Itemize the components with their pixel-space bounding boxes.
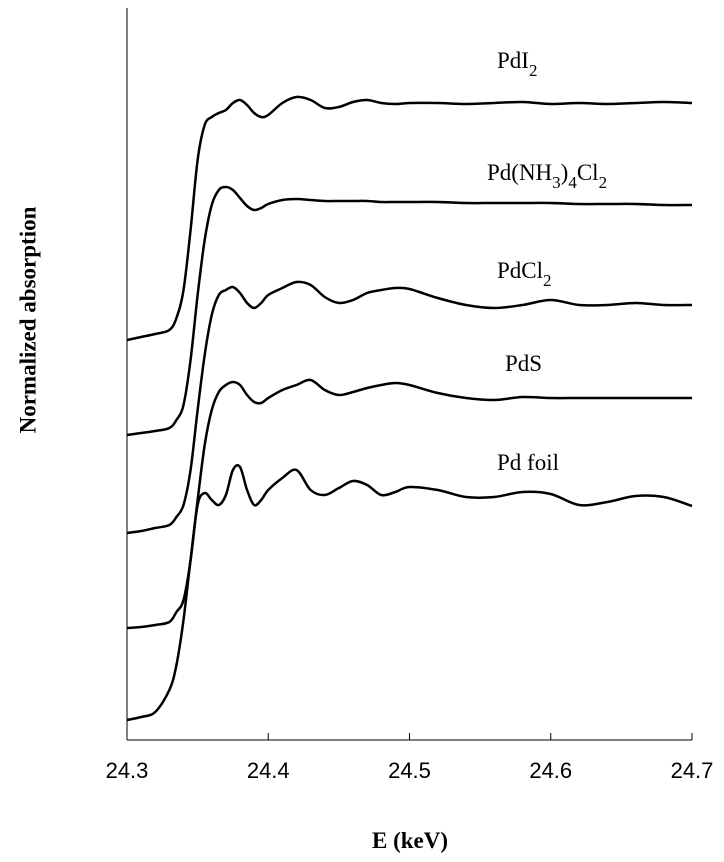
x-tick-label: 24.4	[247, 758, 290, 783]
spectrum-line	[126, 464, 693, 722]
series-label: PdS	[505, 351, 542, 376]
x-tick-label: 24.3	[106, 758, 149, 783]
spectrum-line	[126, 280, 693, 535]
series-label: PdCl2	[497, 258, 552, 290]
x-tick-label: 24.7	[671, 758, 714, 783]
y-axis-label: Normalized absorption	[15, 206, 40, 433]
x-axis-label: E (keV)	[372, 828, 448, 853]
spectrum-line	[126, 378, 692, 630]
series-label: PdI2	[497, 48, 537, 80]
series-label: Pd foil	[497, 450, 559, 475]
series-label: Pd(NH3)4Cl2	[487, 160, 607, 192]
spectrum-line	[126, 185, 693, 437]
x-tick-label: 24.6	[529, 758, 572, 783]
spectrum-line	[126, 95, 693, 342]
x-tick-label: 24.5	[388, 758, 431, 783]
